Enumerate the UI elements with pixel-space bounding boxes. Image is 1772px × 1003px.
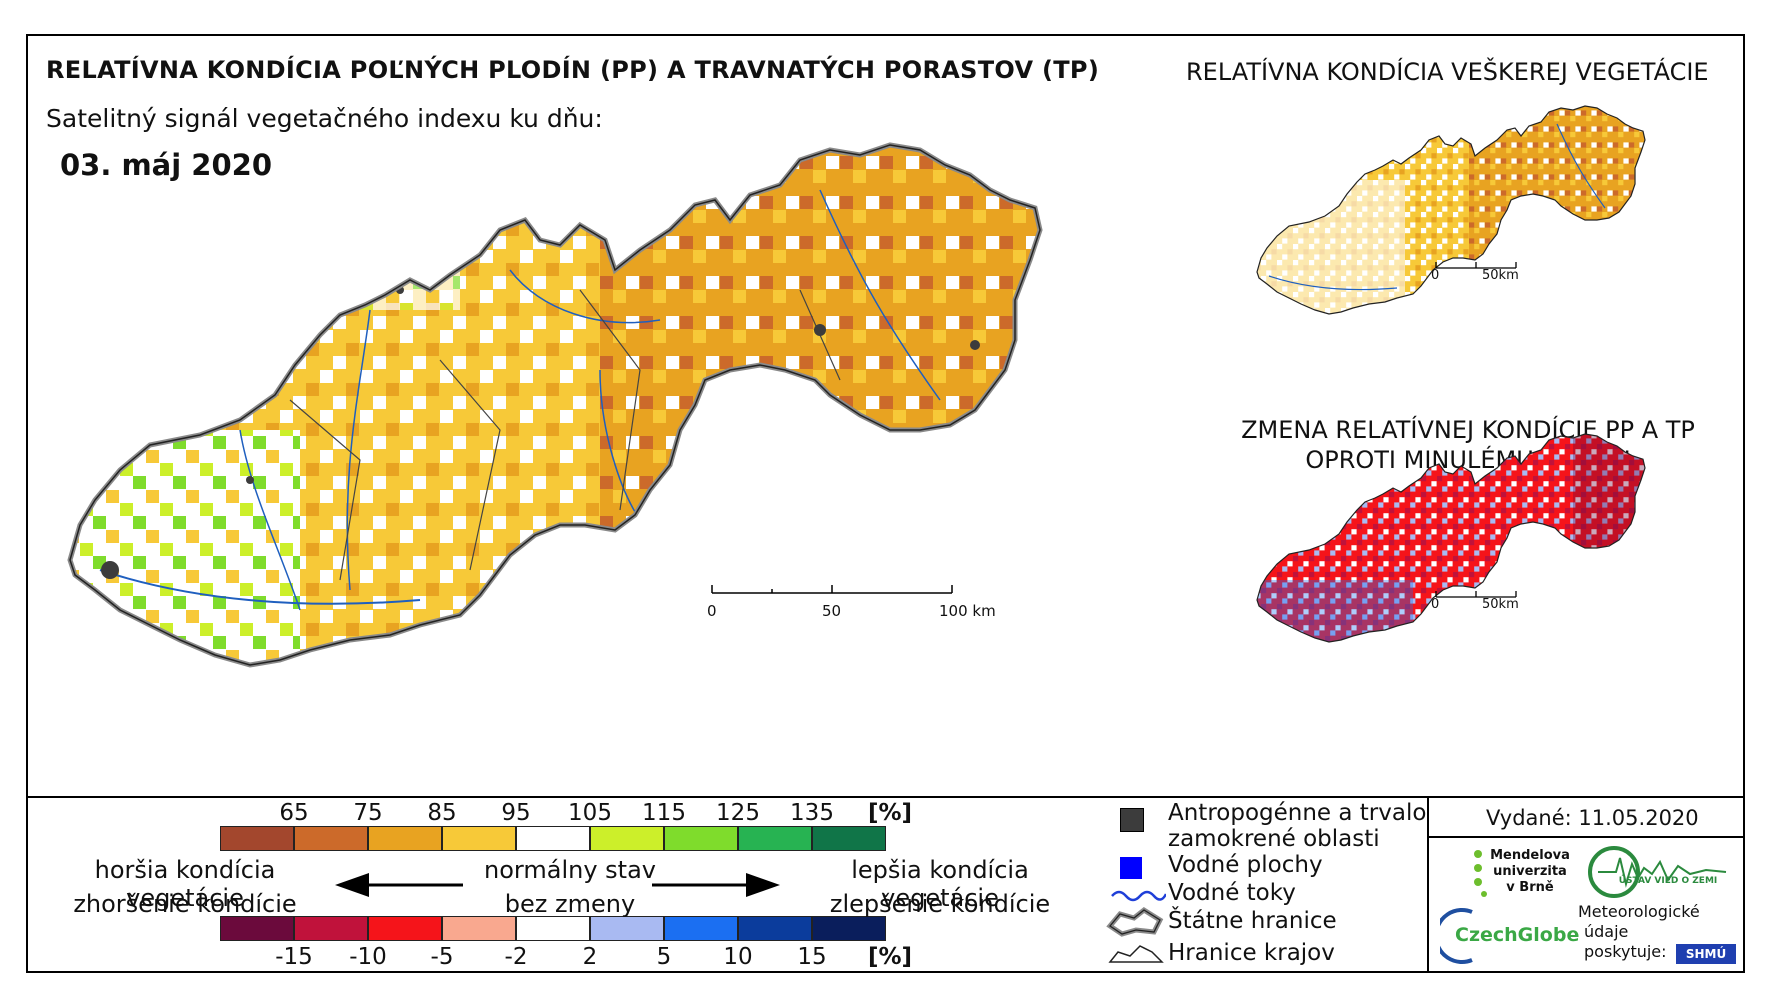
condition-ramp-tick-label: 105 bbox=[568, 800, 612, 826]
normal-label-1: normálny stav bbox=[484, 856, 656, 884]
left-arrow-icon bbox=[335, 873, 463, 897]
condition-ramp-swatch bbox=[516, 826, 590, 851]
change-ramp-tick-label: 10 bbox=[723, 944, 753, 970]
issued-date: Vydané: 11.05.2020 bbox=[1486, 806, 1699, 830]
mendel-line2: univerzita bbox=[1493, 864, 1567, 879]
condition-ramp-tick-label: 135 bbox=[790, 800, 834, 826]
mendel-line1: Mendelova bbox=[1490, 848, 1570, 863]
change-ramp-swatch bbox=[812, 916, 886, 941]
change-ramp-tick-label: -5 bbox=[430, 944, 454, 970]
subtitle: Satelitný signál vegetačného indexu ku d… bbox=[46, 104, 603, 133]
all-vegetation-title: RELATÍVNA KONDÍCIA VEŠKEREJ VEGETÁCIE bbox=[1186, 58, 1709, 86]
mendel-logo: Mendelova univerzita v Brně bbox=[1490, 848, 1570, 896]
legend-vertical-separator bbox=[1427, 796, 1429, 973]
mendel-logo-icon bbox=[1474, 850, 1487, 897]
small-scale1-50: 50km bbox=[1482, 268, 1519, 283]
change-ramp-tick-label: 5 bbox=[656, 944, 672, 970]
normal-label-2: bez zmeny bbox=[504, 890, 636, 918]
issued-separator bbox=[1427, 836, 1745, 838]
better-label-2: zlepšenie kondície bbox=[829, 890, 1051, 918]
condition-ramp-swatch bbox=[590, 826, 664, 851]
change-ramp-tick-label: 15 bbox=[797, 944, 827, 970]
worse-label-2: zhoršenie kondície bbox=[73, 890, 297, 918]
all-vegetation-map bbox=[1256, 105, 1646, 315]
condition-ramp-tick-label: 75 bbox=[353, 800, 383, 826]
legend-streams: Vodné toky bbox=[1168, 880, 1296, 906]
condition-ramp-swatch bbox=[220, 826, 294, 851]
czechglobe-logo: CzechGlobe bbox=[1455, 924, 1580, 946]
change-ramp-swatch bbox=[516, 916, 590, 941]
legend-region-border: Hranice krajov bbox=[1168, 940, 1335, 966]
small-scale2-50: 50km bbox=[1482, 597, 1519, 612]
change-title-line1: ZMENA RELATÍVNEJ KONDÍCIE PP A TP bbox=[1241, 416, 1695, 444]
meteo-data-label: Meteorologické údaje poskytuje: bbox=[1578, 902, 1700, 962]
small-scale2-0: 0 bbox=[1431, 597, 1440, 612]
main-scale-bar bbox=[711, 585, 953, 594]
meteo-line1: Meteorologické bbox=[1578, 902, 1700, 921]
main-map bbox=[40, 130, 1190, 780]
water-bodies-swatch bbox=[1120, 857, 1142, 879]
worse-label-1: horšia kondícia vegetácie bbox=[94, 856, 276, 912]
anthropogenic-swatch bbox=[1120, 808, 1144, 832]
main-scale-0: 0 bbox=[707, 602, 717, 620]
change-ramp-swatch bbox=[294, 916, 368, 941]
condition-ramp-tick-label: 95 bbox=[501, 800, 531, 826]
condition-ramp-swatch bbox=[738, 826, 812, 851]
condition-ramp-tick-label: 65 bbox=[279, 800, 309, 826]
legend-water-bodies: Vodné plochy bbox=[1168, 852, 1323, 878]
region-border-icon bbox=[1108, 945, 1164, 963]
condition-ramp-swatch bbox=[812, 826, 886, 851]
main-scale-50: 50 bbox=[822, 602, 842, 620]
better-label-1: lepšia kondícia vegetácie bbox=[851, 856, 1029, 912]
uvgz-logo-text: ÚSTAV VIED O ZEMI bbox=[1618, 876, 1718, 886]
legend-anthropogenic-2: zamokrené oblasti bbox=[1168, 826, 1380, 852]
change-ramp-swatch bbox=[738, 916, 812, 941]
legend-state-border: Štátne hranice bbox=[1168, 908, 1337, 934]
condition-ramp-tick-label: 115 bbox=[642, 800, 686, 826]
condition-ramp-swatch bbox=[368, 826, 442, 851]
shmu-logo: SHMÚ bbox=[1676, 944, 1736, 964]
small-scale-bar-1 bbox=[1435, 262, 1517, 269]
czechglobe-logo-icon bbox=[1440, 908, 1473, 964]
uvgz-logo-icon bbox=[1588, 846, 1727, 898]
legend-separator bbox=[26, 796, 1745, 798]
date-label: 03. máj 2020 bbox=[60, 148, 273, 182]
condition-ramp-swatch bbox=[294, 826, 368, 851]
small-scale1-0: 0 bbox=[1431, 268, 1440, 283]
change-ramp-swatch bbox=[590, 916, 664, 941]
condition-ramp-unit: [%] bbox=[868, 800, 913, 826]
mendel-line3: v Brně bbox=[1506, 880, 1554, 895]
change-ramp-tick-label: -15 bbox=[275, 944, 313, 970]
change-ramp-tick-label: -2 bbox=[504, 944, 528, 970]
condition-ramp-tick-label: 85 bbox=[427, 800, 457, 826]
change-ramp-swatch bbox=[664, 916, 738, 941]
change-map bbox=[1256, 433, 1646, 643]
change-ramp-swatch bbox=[368, 916, 442, 941]
change-ramp-swatch bbox=[220, 916, 294, 941]
streams-icon bbox=[1111, 890, 1166, 902]
change-ramp-swatch bbox=[442, 916, 516, 941]
right-arrow-icon bbox=[652, 873, 780, 897]
change-ramp-tick-label: 2 bbox=[582, 944, 598, 970]
small-scale-bar-2 bbox=[1435, 591, 1517, 598]
main-title: RELATÍVNA KONDÍCIA POĽNÝCH PLODÍN (PP) A… bbox=[46, 56, 1100, 84]
condition-ramp-swatch bbox=[442, 826, 516, 851]
meteo-line2: údaje bbox=[1584, 922, 1629, 941]
main-scale-100: 100 km bbox=[939, 602, 996, 620]
legend-anthropogenic-1: Antropogénne a trvalo bbox=[1168, 800, 1427, 826]
condition-ramp-swatch bbox=[664, 826, 738, 851]
state-border-icon bbox=[1106, 906, 1164, 937]
condition-ramp-tick-label: 125 bbox=[716, 800, 760, 826]
change-ramp-unit: [%] bbox=[868, 944, 913, 970]
change-ramp-tick-label: -10 bbox=[349, 944, 387, 970]
meteo-line3: poskytuje: bbox=[1584, 942, 1667, 961]
